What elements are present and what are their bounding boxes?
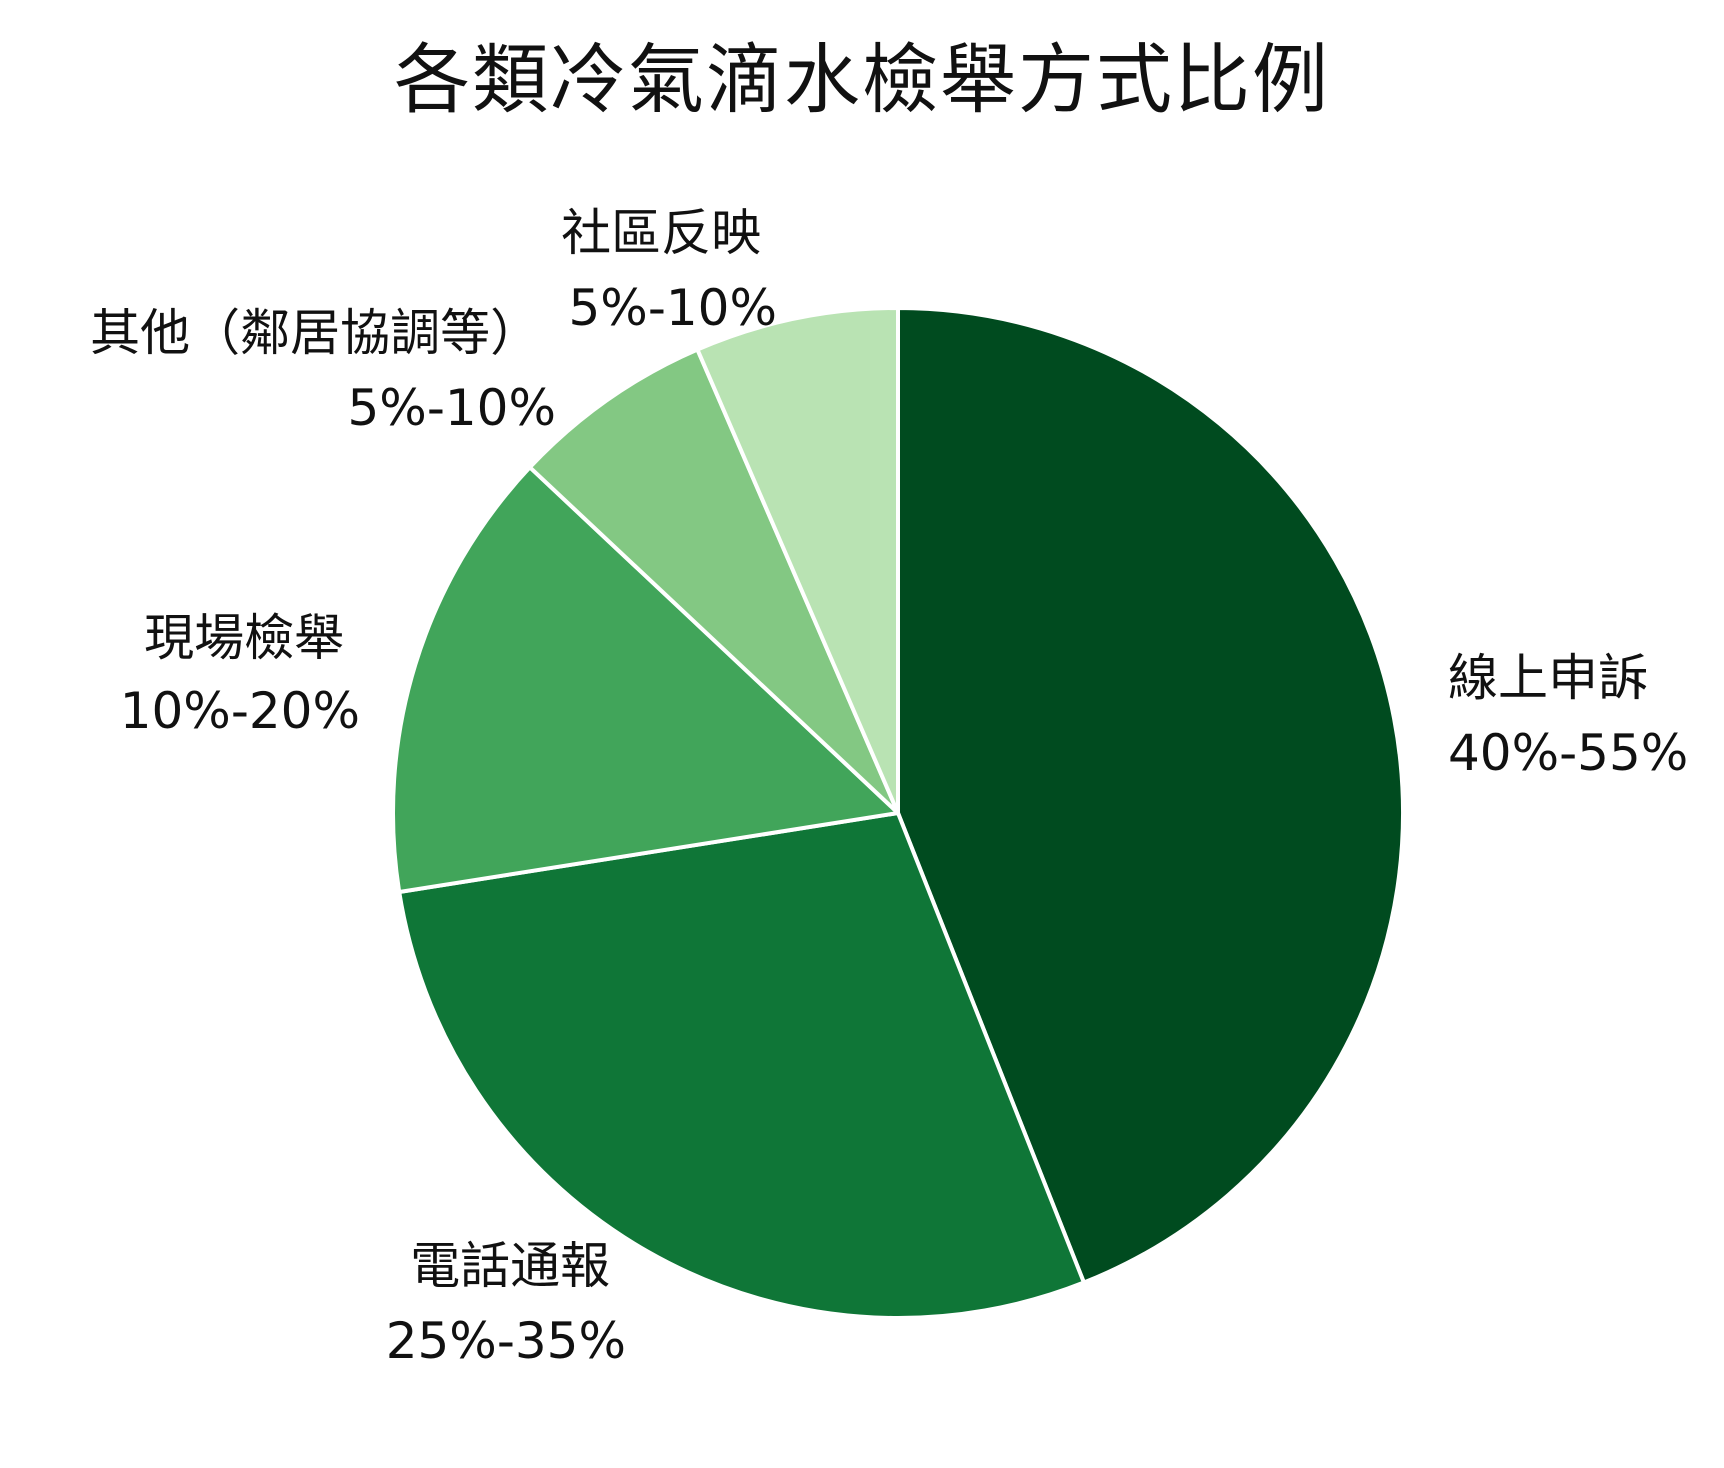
label-online-complaint: 線上申訴 40%-55% <box>1448 649 1688 782</box>
slice-phone-report <box>397 811 1086 1320</box>
slice-online-complaint <box>896 306 1405 1285</box>
label-phone-report: 電話通報 25%-35% <box>386 1237 626 1370</box>
slice-labels: 線上申訴 40%-55% 電話通報 25%-35% 現場檢舉 10%-20% 其… <box>90 204 1688 1370</box>
slice-community-report <box>695 306 900 815</box>
chart-title: 各類冷氣滴水檢舉方式比例 <box>394 35 1330 124</box>
label-other: 其他（鄰居協調等） 5%-10% <box>90 304 556 437</box>
pie-slices <box>391 306 1405 1320</box>
label-community-report: 社區反映 5%-10% <box>561 204 777 337</box>
label-onsite-report: 現場檢舉 10%-20% <box>120 609 360 740</box>
slice-onsite-report <box>391 465 900 894</box>
slice-other <box>527 347 900 815</box>
